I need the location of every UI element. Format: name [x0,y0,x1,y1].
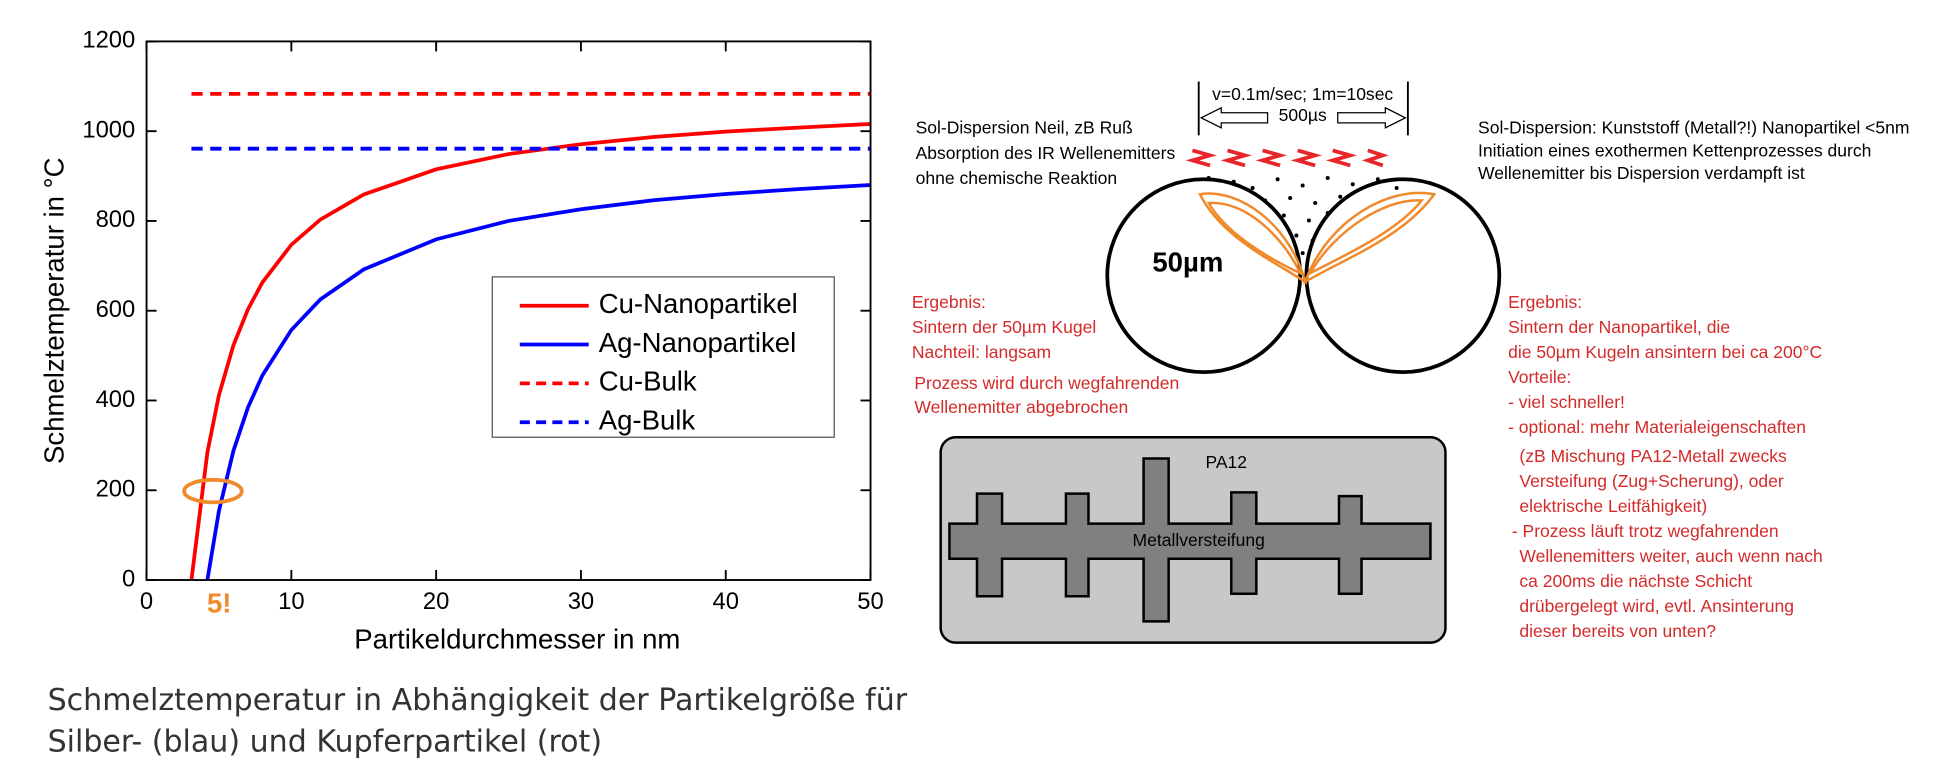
legend: Cu-Nanopartikel Ag-Nanopartikel Cu-Bulk Ag-… [491,276,835,438]
x-tick-label: 40 [713,588,739,615]
time: 500µs [1279,105,1327,125]
result-left: Ergebnis: [912,292,986,312]
scale-label: 50µm [1152,247,1223,278]
diagram: v=0.1m/sec; 1m=10sec 500µs 50µm PA12 Met… [939,81,1502,644]
y-tick-label: 1200 [82,27,135,54]
legend-label: Ag-Bulk [599,404,696,435]
box-label: PA12 [1205,452,1247,472]
left-note: Sol-Dispersion Neil, zB Ruß [916,118,1133,138]
caption: Silber- (blau) und Kupferpartikel (rot) [48,724,602,759]
x-tick-label: 50 [857,588,883,615]
right-note: Wellenemitter bis Dispersion verdampft i… [1478,163,1805,183]
x-tick-label: 10 [278,588,304,615]
series-line [189,122,871,581]
metal-insert [948,457,1432,623]
y-tick-label: 1000 [82,116,135,143]
right-note: Sol-Dispersion: Kunststoff (Metall?!) Na… [1478,118,1909,138]
legend-label: Cu-Nanopartikel [599,288,798,319]
result-right: (zB Mischung PA12-Metall zwecks [1519,446,1787,466]
result-left: Prozess wird durch wegfahrenden [914,373,1179,393]
result-right: Wellenemitters weiter, auch wenn nach [1519,546,1822,566]
result-right: dieser bereits von unten? [1519,621,1716,641]
legend-label: Ag-Nanopartikel [599,327,797,358]
y-tick-label: 200 [96,476,136,503]
left-note: Absorption des IR Wellenemitters [916,143,1176,163]
sphere-right [1304,177,1502,374]
annotation: 5! [207,587,232,618]
left-note: ohne chemische Reaktion [916,168,1118,188]
x-tick-label: 20 [423,588,449,615]
result-right: Versteifung (Zug+Scherung), oder [1519,471,1784,491]
arrow-right [1337,106,1407,129]
sinter-scribble [1198,191,1437,285]
x-tick-label: 30 [568,588,594,615]
sphere-left [1105,177,1303,374]
result-right: ca 200ms die nächste Schicht [1519,571,1752,591]
right-note: Initiation eines exothermen Kettenprozes… [1478,140,1871,160]
speed: v=0.1m/sec; 1m=10sec [1212,84,1393,104]
y-tick-label: 400 [96,386,136,413]
x-axis-label: Partikeldurchmesser in nm [354,624,680,655]
result-right: Vorteile: [1508,367,1571,387]
legend-label: Cu-Bulk [599,366,697,397]
result-right: - Prozess läuft trotz wegfahrenden [1512,521,1779,541]
waves [1185,148,1389,168]
result-right: die 50µm Kugeln ansintern bei ca 200°C [1508,342,1822,362]
y-tick-label: 800 [96,206,136,233]
result-left: Sintern der 50µm Kugel [912,317,1096,337]
result-right: - viel schneller! [1508,392,1625,412]
plot-frame [145,40,872,581]
legend-box [491,276,835,438]
y-tick-label: 600 [96,296,136,323]
x-tick-label: 0 [140,588,153,615]
highlight [182,477,244,505]
result-right: Ergebnis: [1508,292,1582,312]
result-left: Nachteil: langsam [912,342,1051,362]
insert-label: Metallversteifung [1133,530,1265,550]
caption: Schmelztemperatur in Abhängigkeit der Pa… [48,683,908,718]
series-line [205,183,871,581]
result-right: Sintern der Nanopartikel, die [1508,317,1730,337]
result-right: elektrische Leitfähigkeit) [1519,496,1707,516]
result-left: Wellenemitter abgebrochen [914,397,1128,417]
y-tick-label: 0 [122,565,135,592]
y-axis-label: Schmelztemperatur in °C [39,157,70,464]
arrow-left [1199,106,1269,129]
result-right: drübergelegt wird, evtl. Ansinterung [1519,596,1794,616]
result-right: - optional: mehr Materialeigenschaften [1508,417,1806,437]
